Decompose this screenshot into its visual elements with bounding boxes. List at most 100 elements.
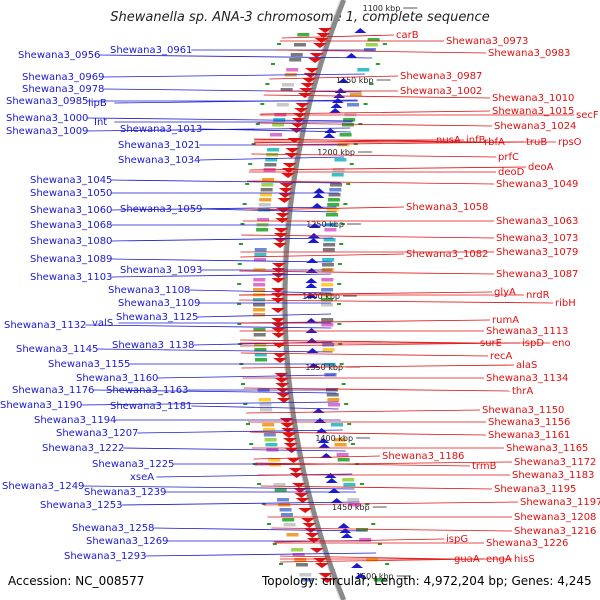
gc-marker (337, 263, 342, 265)
right-leader-line (240, 352, 489, 357)
cog-feature-box (253, 308, 266, 312)
reverse-gene-arrow (305, 328, 318, 333)
right-leader-line (257, 122, 493, 127)
gc-marker (346, 183, 351, 185)
cog-feature-box (283, 523, 296, 527)
cog-feature-box (260, 408, 273, 412)
cog-feature-box (273, 118, 286, 122)
right-leader-line (246, 409, 481, 414)
gc-marker (238, 243, 243, 245)
reverse-gene-arrow (320, 453, 333, 458)
right-gene-label: eno (552, 338, 571, 349)
cog-feature-box (359, 538, 372, 542)
right-gene-label: Shewana3_1197 (520, 497, 600, 508)
forward-gene-arrow (289, 128, 304, 133)
forward-gene-arrow (274, 228, 289, 233)
cog-feature-box (281, 83, 294, 87)
reverse-gene-arrow (305, 338, 318, 343)
reverse-gene-arrow (305, 283, 318, 288)
right-gene-label: rpsO (558, 137, 582, 148)
right-gene-label: Shewana3_1010 (492, 93, 574, 104)
forward-gene-arrow (309, 53, 324, 58)
kbp-tick-label: 1450 kbp (332, 503, 370, 512)
cog-feature-box (262, 423, 275, 427)
left-leader-line (189, 289, 332, 294)
cog-feature-box (301, 578, 314, 582)
cog-feature-box (280, 513, 293, 517)
cog-feature-box (321, 278, 334, 282)
cog-feature-box (333, 438, 346, 442)
right-gene-label: secF (576, 110, 599, 121)
cog-feature-box (253, 288, 266, 292)
right-gene-label: Shewana3_1186 (382, 451, 464, 462)
right-gene-label: surE (480, 338, 502, 349)
forward-gene-arrow (276, 393, 291, 398)
left-gene-label: Shewana3_1176 (12, 385, 94, 396)
left-gene-label: Shewana3_1258 (72, 523, 154, 534)
left-gene-label: Shewana3_1059 (120, 204, 202, 215)
gc-marker (271, 63, 276, 65)
right-gene-label: truB (526, 137, 547, 148)
left-leader-line (191, 405, 339, 410)
cog-feature-box (343, 483, 356, 487)
right-gene-label: hisS (514, 554, 535, 565)
forward-gene-arrow (273, 358, 288, 363)
cog-feature-box (254, 248, 267, 252)
right-gene-label: Shewana3_1015 (492, 106, 574, 117)
cog-feature-box (286, 533, 299, 537)
cog-feature-box (332, 168, 345, 172)
cog-feature-box (327, 398, 340, 402)
reverse-gene-arrow (318, 443, 331, 448)
left-leader-line (83, 485, 355, 490)
left-gene-label: Shewana3_1138 (112, 340, 194, 351)
cog-feature-box (367, 38, 380, 42)
right-gene-label: Shewana3_1002 (400, 86, 482, 97)
left-gene-label: Shewana3_1239 (84, 487, 166, 498)
kbp-ticks: 1100 kbp 1150 kbp 1200 kbp 1250 kbp 1300 kbp… (302, 4, 418, 581)
left-gene-label: Shewana3_1132 (4, 320, 86, 331)
cog-feature-box (297, 33, 310, 37)
right-gene-label: Shewana3_0973 (446, 36, 528, 47)
cog-feature-box (290, 53, 303, 57)
right-leader-line (254, 461, 513, 466)
gc-marker (369, 83, 374, 85)
right-leader-line (251, 153, 497, 158)
forward-gene-arrow (271, 333, 286, 338)
cog-feature-box (286, 68, 299, 72)
right-gene-label: thrA (512, 386, 533, 397)
reverse-gene-arrow (334, 88, 347, 93)
forward-gene-arrow (316, 33, 331, 38)
forward-gene-arrow (318, 573, 333, 578)
right-leader-line (281, 34, 395, 39)
cog-feature-box (322, 348, 335, 352)
forward-gene-arrow (292, 113, 307, 118)
left-gene-label: Shewana3_1093 (120, 265, 202, 276)
left-gene-label: Shewana3_1181 (110, 401, 192, 412)
cog-feature-box (263, 433, 276, 437)
cog-feature-box (276, 103, 289, 107)
reverse-gene-arrow (340, 533, 353, 538)
gc-marker (347, 423, 352, 425)
forward-gene-arrow (276, 398, 291, 403)
left-gene-label: Shewana3_1080 (30, 236, 112, 247)
kbp-tick-label: 1100 kbp (363, 4, 401, 13)
kbp-tick-label: 1350 kbp (305, 363, 343, 372)
right-leader-line (241, 364, 515, 369)
right-leader-line (253, 141, 525, 146)
forward-gene-arrow (271, 278, 286, 283)
left-gene-label: xseA (130, 472, 154, 483)
forward-gene-arrow (305, 533, 320, 538)
left-gene-label: Shewana3_1050 (30, 188, 112, 199)
left-gene-label: Shewana3_1034 (118, 155, 200, 166)
gc-marker (359, 483, 364, 485)
gc-marker (350, 443, 355, 445)
reverse-gene-arrow (333, 93, 346, 98)
cog-feature-box (336, 453, 349, 457)
gene-labels: Shewana3_0956 Shewana3_0961Shewana3_0969S… (0, 30, 600, 565)
right-leader-line (239, 270, 495, 275)
cog-feature-box (280, 88, 293, 92)
gc-marker (249, 443, 254, 445)
forward-gene-arrow (302, 78, 317, 83)
cog-feature-box (331, 423, 344, 427)
forward-gene-arrow (271, 263, 286, 268)
